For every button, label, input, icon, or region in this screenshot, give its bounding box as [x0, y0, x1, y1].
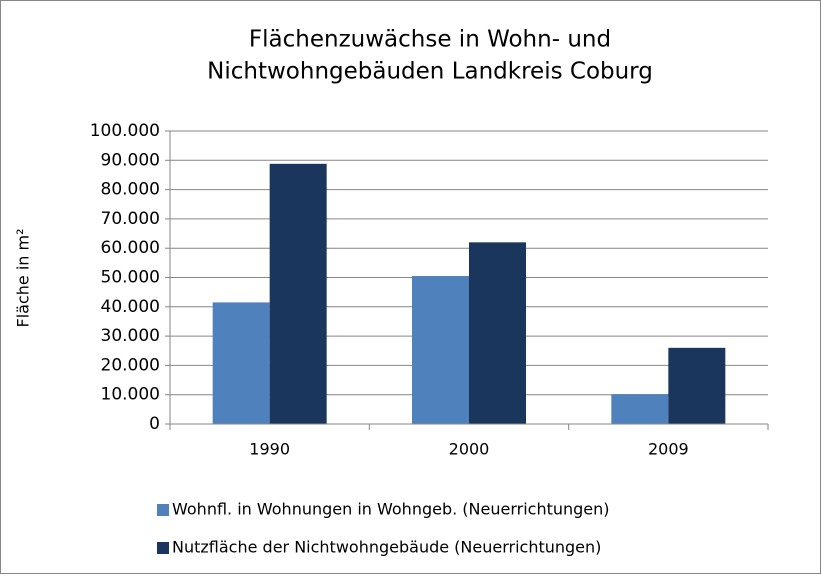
legend-label: Nutzfläche der Nichtwohngebäude (Neuerri…	[172, 538, 601, 557]
bar	[212, 302, 270, 424]
y-tick-label: 30.000	[101, 326, 160, 346]
legend-swatch	[157, 504, 169, 516]
chart-title: Nichtwohngebäuden Landkreis Coburg	[207, 59, 653, 85]
y-tick-label: 40.000	[101, 297, 160, 317]
y-tick-label: 10.000	[101, 385, 160, 405]
legend-swatch	[157, 542, 169, 554]
y-tick-label: 80.000	[101, 180, 160, 200]
y-tick-label: 90.000	[101, 150, 160, 170]
x-tick-label: 2009	[648, 440, 689, 459]
y-tick-label: 100.000	[90, 121, 160, 141]
y-tick-label: 70.000	[101, 209, 160, 229]
bar	[412, 276, 469, 424]
legend-label: Wohnfl. in Wohnungen in Wohngeb. (Neuerr…	[172, 500, 610, 519]
x-tick-label: 1990	[249, 440, 290, 459]
bar	[269, 163, 327, 425]
x-tick-label: 2000	[449, 440, 490, 459]
y-tick-label: 0	[149, 414, 160, 434]
bar	[611, 394, 669, 424]
bar	[668, 347, 726, 424]
y-tick-label: 60.000	[101, 238, 160, 258]
y-tick-label: 50.000	[101, 268, 160, 288]
y-tick-label: 20.000	[101, 355, 160, 375]
bar	[469, 242, 526, 424]
y-axis-label: Fläche in m²	[14, 229, 33, 328]
chart-title: Flächenzuwächse in Wohn- und	[249, 27, 611, 53]
